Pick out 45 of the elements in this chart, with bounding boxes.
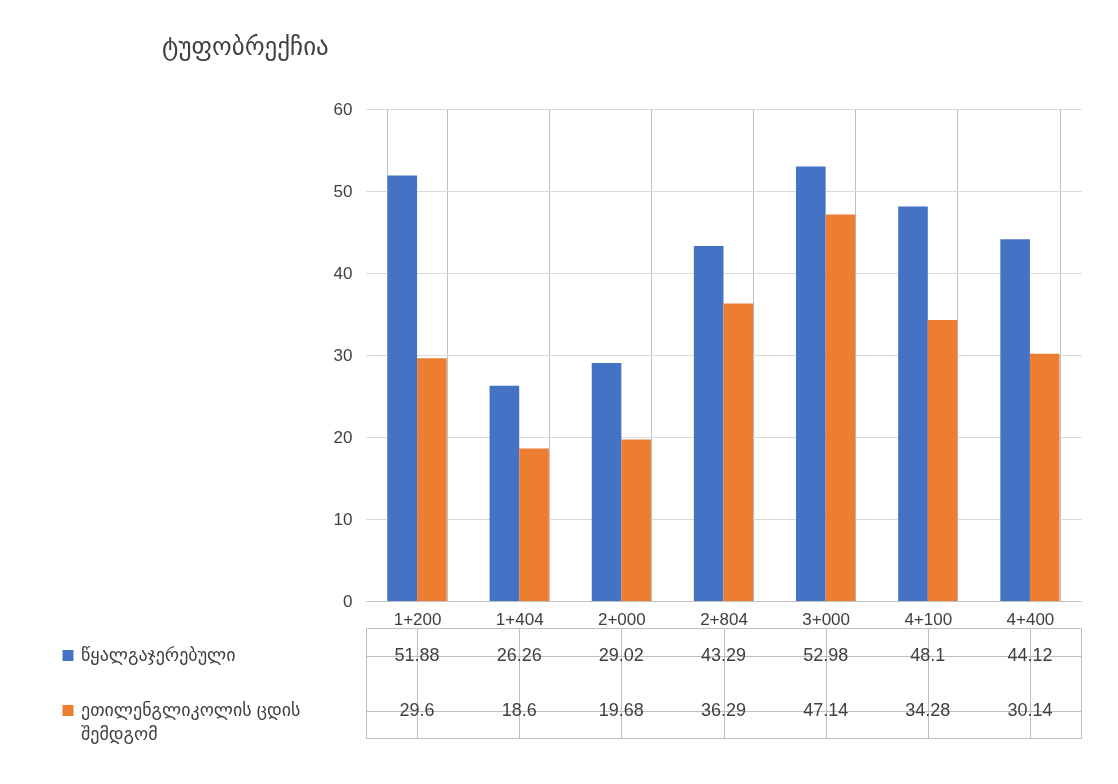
y-tick-label: 30 xyxy=(333,345,353,365)
data-label: 18.6 xyxy=(501,699,537,720)
x-tick-label: 3+000 xyxy=(802,609,851,629)
data-label: 34.28 xyxy=(905,699,951,720)
data-label: 52.98 xyxy=(803,644,849,665)
bar xyxy=(723,303,754,601)
bar xyxy=(417,358,447,601)
bar xyxy=(387,175,418,601)
data-label: 48.1 xyxy=(910,644,946,665)
y-tick-label: 0 xyxy=(343,591,353,611)
bar xyxy=(591,363,622,601)
bar xyxy=(519,448,549,601)
y-tick-label: 40 xyxy=(333,263,353,283)
data-label: 19.68 xyxy=(598,699,644,720)
data-label: 51.88 xyxy=(394,644,440,665)
bar xyxy=(693,246,724,601)
data-label: 36.29 xyxy=(700,699,747,720)
data-label: 29.02 xyxy=(598,644,644,665)
bar xyxy=(898,206,928,601)
legend-label: წყალგაჯერებული xyxy=(81,644,236,665)
bar xyxy=(621,439,651,601)
x-tick-label: 1+200 xyxy=(393,609,442,629)
y-tick-label: 60 xyxy=(333,99,353,119)
x-tick-label: 4+400 xyxy=(1006,609,1055,629)
data-label: 29.6 xyxy=(399,699,435,720)
bar xyxy=(796,166,826,601)
bar xyxy=(1000,239,1030,601)
data-label: 43.29 xyxy=(700,644,747,665)
x-tick-label: 4+100 xyxy=(904,609,953,629)
legend-label: ეთილენგლიკოლის ცდის შემდგომ xyxy=(81,699,301,744)
data-label: 47.14 xyxy=(803,699,849,720)
y-tick-label: 10 xyxy=(333,509,353,529)
bar xyxy=(825,214,856,601)
data-label: 26.26 xyxy=(496,644,542,665)
data-label: 30.14 xyxy=(1007,699,1053,720)
bar xyxy=(927,319,958,601)
x-tick-label: 2+804 xyxy=(700,609,748,629)
bar xyxy=(1029,353,1060,601)
x-tick-label: 2+000 xyxy=(597,609,646,629)
bar xyxy=(489,385,520,601)
y-tick-label: 50 xyxy=(333,181,353,201)
data-label: 44.12 xyxy=(1007,644,1053,665)
x-tick-label: 1+404 xyxy=(495,609,544,629)
chart-title: ტუფობრექჩია xyxy=(162,32,329,61)
y-tick-label: 20 xyxy=(333,427,353,447)
